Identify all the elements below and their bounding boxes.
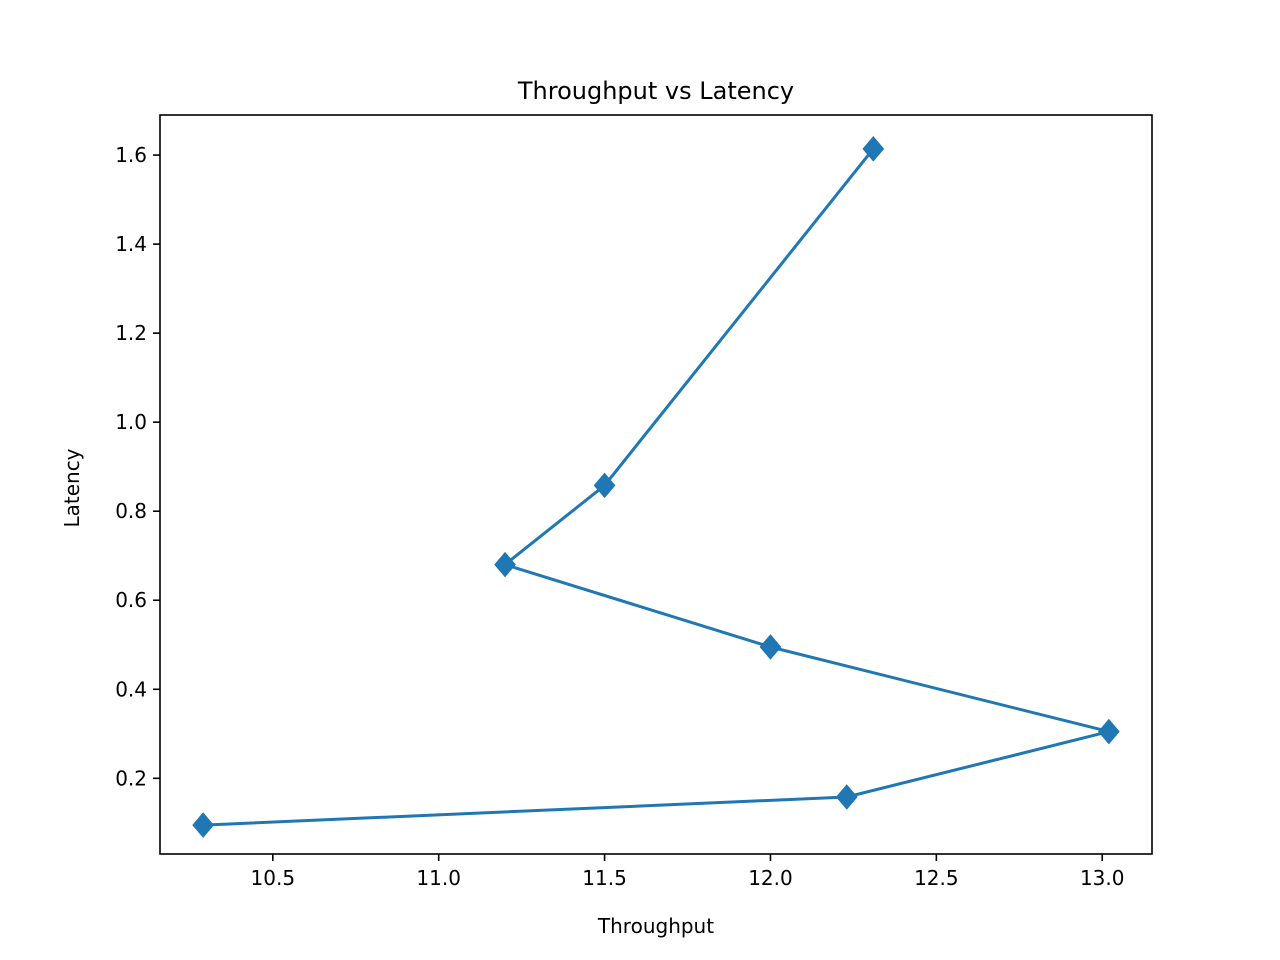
- x-tick-label: 13.0: [1080, 866, 1125, 890]
- x-tick-label: 11.0: [416, 866, 461, 890]
- y-tick-label: 0.8: [115, 499, 147, 523]
- x-tick-label: 12.5: [914, 866, 959, 890]
- x-tick-label: 10.5: [251, 866, 296, 890]
- y-tick-label: 1.6: [115, 143, 147, 167]
- y-axis-label: Latency: [60, 448, 84, 527]
- x-axis-label: Throughput: [597, 914, 714, 938]
- data-point-diamond: [862, 136, 885, 162]
- x-axis-ticks: 10.5 11.0 11.5 12.0 12.5 13.0: [251, 854, 1125, 890]
- chart-title: Throughput vs Latency: [517, 77, 794, 105]
- y-tick-label: 1.0: [115, 410, 147, 434]
- data-point-diamond: [593, 472, 616, 499]
- y-tick-label: 1.2: [115, 321, 147, 345]
- data-point-diamond: [192, 812, 214, 838]
- y-tick-label: 0.6: [115, 588, 147, 612]
- series-layer: [192, 136, 1120, 838]
- data-point-diamond: [1098, 718, 1120, 745]
- x-tick-label: 11.5: [582, 866, 627, 890]
- y-tick-label: 0.4: [115, 677, 147, 701]
- y-axis-ticks: 0.2 0.4 0.6 0.8 1.0 1.2 1.4 1.6: [115, 143, 160, 790]
- x-tick-label: 12.0: [748, 866, 793, 890]
- data-point-diamond: [759, 634, 782, 660]
- plot-area-frame: [159, 114, 1153, 855]
- data-point-diamond: [494, 551, 516, 578]
- y-tick-label: 1.4: [115, 232, 147, 256]
- y-tick-label: 0.2: [115, 766, 147, 790]
- data-point-diamond: [835, 784, 858, 810]
